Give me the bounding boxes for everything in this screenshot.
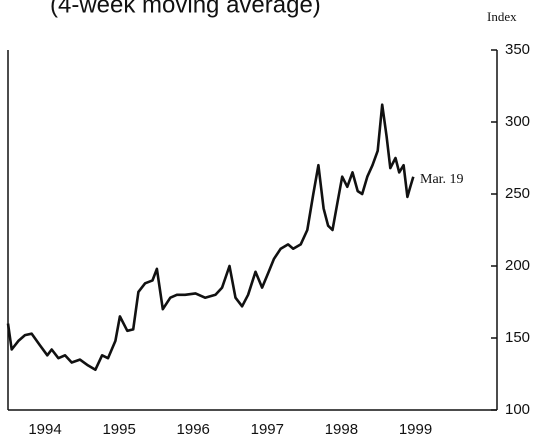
x-tick-label: 1997	[251, 421, 284, 438]
chart-title: (4-week moving average)	[50, 0, 321, 18]
y-axis-label: Index	[487, 9, 517, 24]
y-tick-label: 200	[505, 257, 530, 274]
y-tick-label: 250	[505, 185, 530, 202]
x-tick-label: 1999	[399, 421, 432, 438]
x-tick-label: 1995	[102, 421, 135, 438]
x-tick-label: 1994	[28, 421, 61, 438]
x-tick-label: 1996	[177, 421, 210, 438]
y-tick-label: 150	[505, 329, 530, 346]
y-tick-label: 100	[505, 401, 530, 418]
y-tick-label: 300	[505, 113, 530, 130]
annotation: Mar. 19	[420, 172, 464, 187]
y-tick-label: 350	[505, 41, 530, 58]
x-tick-label: 1998	[325, 421, 358, 438]
data-line	[6, 103, 415, 371]
